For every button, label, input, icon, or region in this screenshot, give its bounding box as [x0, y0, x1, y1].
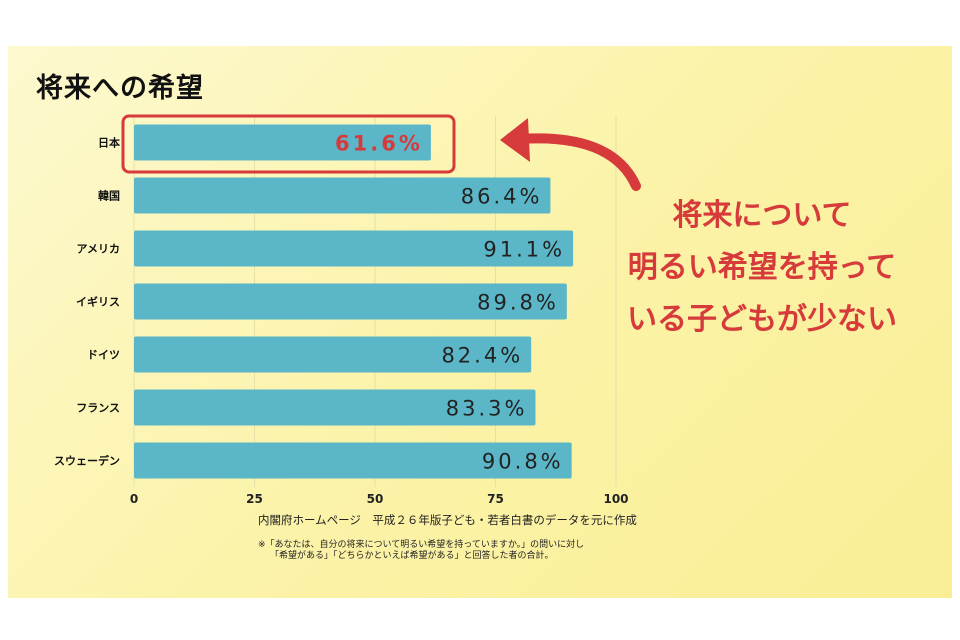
bar	[134, 336, 532, 373]
category-label: ドイツ	[87, 349, 120, 362]
x-tick-label: 50	[367, 492, 384, 506]
bar	[134, 283, 567, 320]
category-label: フランス	[76, 402, 120, 415]
callout-line-2: 明るい希望を持って	[627, 250, 897, 285]
x-tick-label: 100	[603, 492, 628, 506]
x-tick-label: 25	[246, 492, 263, 506]
bar	[134, 389, 536, 426]
x-tick-label: 0	[130, 492, 138, 506]
bar	[134, 230, 574, 267]
data-label: 90.8%	[482, 450, 564, 474]
footnote-line-1: ※「あなたは、自分の将来について明るい希望を持っていますか。」の問いに対し	[258, 540, 585, 550]
callout-text: 将来について 明るい希望を持って いる子どもが少ない	[612, 190, 912, 346]
data-label: 89.8%	[477, 291, 559, 315]
bar	[134, 442, 572, 479]
category-label: 韓国	[98, 189, 120, 203]
chart-title: 将来への希望	[36, 73, 204, 104]
data-label: 82.4%	[441, 344, 523, 368]
data-label: 83.3%	[446, 397, 528, 421]
data-label: 86.4%	[461, 185, 543, 209]
source-text: 内閣府ホームページ 平成２６年版子ども・若者白書のデータを元に作成	[258, 513, 637, 527]
bar	[134, 177, 551, 214]
category-label: イギリス	[76, 295, 120, 309]
category-label: 日本	[98, 136, 120, 150]
callout-arrowhead	[500, 118, 530, 162]
data-label: 61.6%	[335, 132, 423, 156]
footnote: ※「あなたは、自分の将来について明るい希望を持っていますか。」の問いに対し 「希…	[258, 540, 584, 562]
footnote-line-2: 「希望がある」「どちらかといえば希望がある」と回答した者の合計。	[270, 551, 554, 561]
category-label: スウェーデン	[54, 454, 120, 468]
category-label: アメリカ	[77, 243, 120, 256]
highlight-box	[121, 114, 456, 174]
callout-line-1: 将来について	[672, 198, 852, 233]
callout-line-3: いる子どもが少ない	[627, 302, 897, 337]
x-tick-label: 75	[487, 492, 504, 506]
data-label: 91.1%	[483, 238, 565, 262]
bar	[134, 124, 431, 161]
callout-arrow	[515, 133, 641, 191]
